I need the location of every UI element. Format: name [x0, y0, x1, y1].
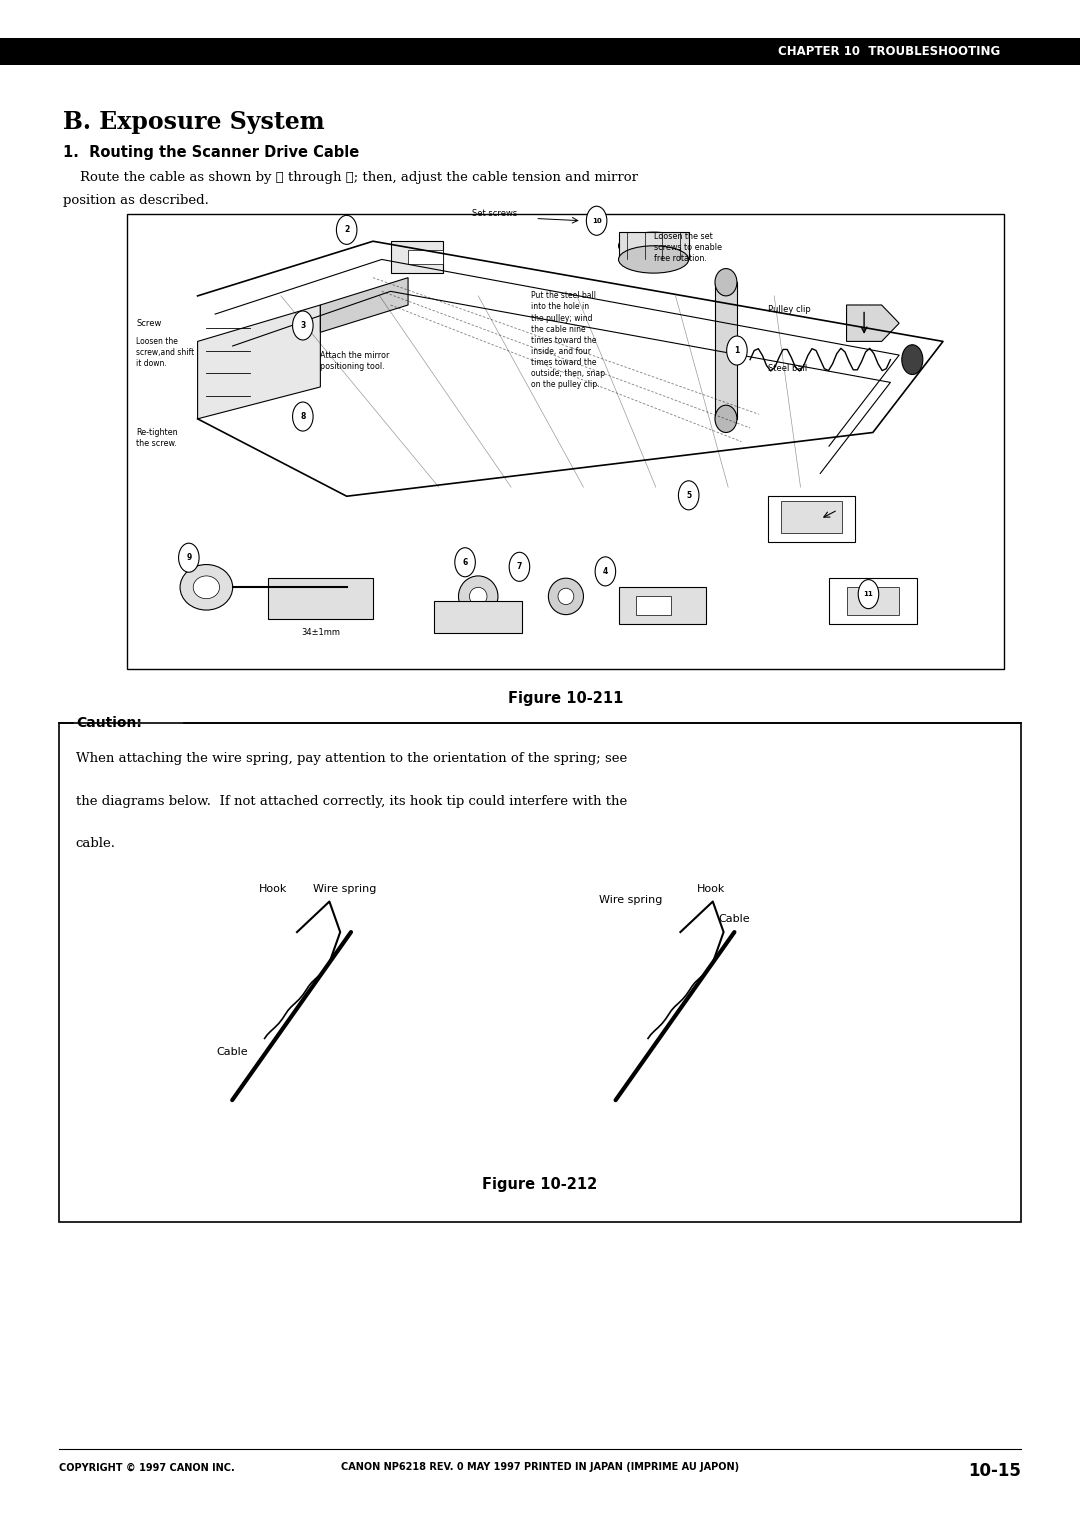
Ellipse shape	[549, 578, 583, 614]
Circle shape	[859, 579, 879, 608]
Text: Pulley clip: Pulley clip	[768, 306, 810, 315]
Text: 4: 4	[603, 567, 608, 576]
Text: Steel ball: Steel ball	[768, 364, 807, 373]
Bar	[715, 283, 737, 419]
Ellipse shape	[619, 246, 689, 274]
Circle shape	[178, 542, 199, 571]
Ellipse shape	[715, 269, 737, 296]
Text: 7: 7	[516, 562, 522, 571]
Text: 1: 1	[734, 345, 740, 354]
Bar	[127, 214, 1004, 669]
Polygon shape	[198, 306, 321, 419]
Text: 10-15: 10-15	[968, 1462, 1021, 1481]
Circle shape	[455, 547, 475, 576]
Text: Hook: Hook	[259, 883, 287, 894]
Text: 9: 9	[186, 553, 191, 562]
Circle shape	[509, 552, 529, 581]
Text: 10: 10	[592, 219, 602, 223]
Text: 1.  Routing the Scanner Drive Cable: 1. Routing the Scanner Drive Cable	[63, 145, 359, 160]
Bar	[408, 251, 443, 264]
Text: Wire spring: Wire spring	[313, 883, 377, 894]
Text: Loosen the
screw,and shift
it down.: Loosen the screw,and shift it down.	[136, 336, 194, 368]
Bar	[847, 587, 900, 614]
Text: 8: 8	[300, 413, 306, 422]
Circle shape	[293, 402, 313, 431]
Polygon shape	[847, 306, 900, 341]
Bar	[391, 241, 443, 274]
Bar	[768, 497, 855, 542]
Text: Figure 10-212: Figure 10-212	[483, 1177, 597, 1192]
Bar	[636, 596, 671, 614]
Text: CANON NP6218 REV. 0 MAY 1997 PRINTED IN JAPAN (IMPRIME AU JAPON): CANON NP6218 REV. 0 MAY 1997 PRINTED IN …	[341, 1462, 739, 1473]
Circle shape	[902, 345, 922, 374]
Text: Re-tighten
the screw.: Re-tighten the screw.	[136, 428, 178, 448]
Text: Wire spring: Wire spring	[599, 894, 663, 905]
Text: COPYRIGHT © 1997 CANON INC.: COPYRIGHT © 1997 CANON INC.	[59, 1462, 235, 1473]
Text: Put the steel ball
into the hole in
the pulley; wind
the cable nine
times toward: Put the steel ball into the hole in the …	[531, 292, 605, 390]
Text: 5: 5	[686, 490, 691, 500]
Text: When attaching the wire spring, pay attention to the orientation of the spring; : When attaching the wire spring, pay atte…	[76, 752, 626, 766]
Bar	[619, 232, 689, 260]
Ellipse shape	[619, 232, 689, 260]
Text: 34±1mm: 34±1mm	[301, 628, 340, 637]
Text: CHAPTER 10  TROUBLESHOOTING: CHAPTER 10 TROUBLESHOOTING	[778, 44, 1000, 58]
Text: Figure 10-211: Figure 10-211	[509, 691, 623, 706]
Circle shape	[337, 215, 356, 244]
Text: 2: 2	[345, 225, 349, 234]
Text: Cable: Cable	[216, 1047, 247, 1057]
Text: Cable: Cable	[718, 914, 750, 924]
Text: 6: 6	[462, 558, 468, 567]
Text: Loosen the set
screws to enable
free rotation.: Loosen the set screws to enable free rot…	[653, 232, 721, 263]
Ellipse shape	[558, 588, 573, 605]
Bar	[781, 501, 842, 533]
Text: Caution:: Caution:	[77, 715, 143, 730]
Text: Set screws: Set screws	[472, 209, 517, 219]
Ellipse shape	[470, 587, 487, 605]
Text: cable.: cable.	[76, 837, 116, 851]
Circle shape	[293, 312, 313, 341]
Text: position as described.: position as described.	[63, 194, 208, 208]
Bar	[619, 587, 706, 623]
Circle shape	[678, 481, 699, 510]
Ellipse shape	[459, 576, 498, 617]
Bar	[1028, 38, 1080, 64]
Circle shape	[586, 206, 607, 235]
Text: 3: 3	[300, 321, 306, 330]
Ellipse shape	[193, 576, 219, 599]
Text: Hook: Hook	[697, 883, 725, 894]
Bar	[268, 578, 373, 619]
Polygon shape	[321, 278, 408, 332]
Bar	[434, 601, 522, 633]
Text: Screw: Screw	[136, 319, 162, 327]
Text: Attach the mirror
positioning tool.: Attach the mirror positioning tool.	[321, 350, 390, 371]
Bar	[829, 578, 917, 623]
Text: B. Exposure System: B. Exposure System	[63, 110, 324, 134]
Text: the diagrams below.  If not attached correctly, its hook tip could interfere wit: the diagrams below. If not attached corr…	[76, 795, 626, 808]
Text: Route the cable as shown by ① through ⑩; then, adjust the cable tension and mirr: Route the cable as shown by ① through ⑩;…	[63, 171, 637, 185]
Text: 11: 11	[864, 591, 874, 597]
Circle shape	[727, 336, 747, 365]
Circle shape	[595, 556, 616, 585]
Ellipse shape	[715, 405, 737, 432]
Bar	[0, 38, 1080, 64]
Ellipse shape	[180, 564, 232, 610]
Bar	[59, 723, 1021, 1222]
